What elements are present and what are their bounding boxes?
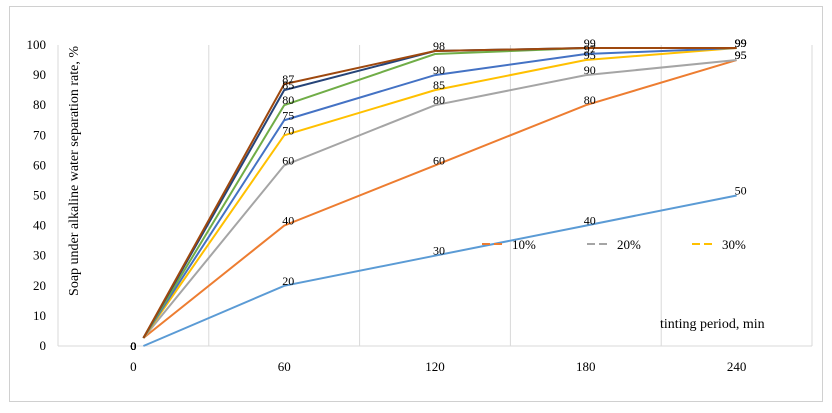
data-label: 90 <box>433 63 445 77</box>
data-label: 99 <box>735 36 747 50</box>
y-tick-label: 60 <box>33 157 46 172</box>
data-label: 99 <box>584 36 596 50</box>
data-label: 0 <box>130 339 136 353</box>
x-tick-label: 240 <box>727 359 747 374</box>
y-tick-label: 80 <box>33 97 46 112</box>
legend-label: 20% <box>617 237 641 252</box>
data-label: 99 <box>735 36 747 50</box>
chart-frame: 0 20 30 40 50 0 40 60 80 95 0 60 80 90 95 0 70 85 95 99 0 75 9… <box>9 6 823 402</box>
y-tick-label: 100 <box>27 37 47 52</box>
data-label: 80 <box>433 93 445 107</box>
y-tick-label: 30 <box>33 248 46 263</box>
data-label: 20 <box>282 274 294 288</box>
x-axis-title: tinting period, min <box>660 317 765 332</box>
series-line <box>142 59 737 339</box>
y-tick-label: 50 <box>33 188 46 203</box>
data-label: 0 <box>130 339 136 353</box>
series-line <box>143 194 737 347</box>
data-label: 60 <box>282 153 294 167</box>
y-tick-label: 0 <box>40 338 47 353</box>
data-label: 85 <box>282 78 294 92</box>
data-label: 95 <box>735 48 747 62</box>
data-label: 0 <box>130 339 136 353</box>
y-tick-label: 70 <box>33 127 46 142</box>
data-label: 30 <box>433 244 445 258</box>
data-label: 97 <box>584 42 596 56</box>
data-label: 95 <box>584 48 596 62</box>
legend-label: 10% <box>512 237 536 252</box>
data-label: 87 <box>282 72 294 86</box>
label-layer: 0203040500406080950608090950708595990759… <box>130 36 746 353</box>
grid-layer <box>57 45 813 347</box>
data-label: 0 <box>130 339 136 353</box>
legend: 10% 20% 30% <box>482 237 746 252</box>
series-line <box>142 47 737 339</box>
x-tick-label: 180 <box>576 359 596 374</box>
x-tick-label: 0 <box>130 359 137 374</box>
x-tick-label: 60 <box>278 359 291 374</box>
data-label: 0 <box>130 339 136 353</box>
data-label: 90 <box>584 63 596 77</box>
series-line <box>142 47 737 339</box>
y-axis-title: Soap under alkaline water separation rat… <box>67 46 82 296</box>
legend-label: 30% <box>722 237 746 252</box>
data-label: 60 <box>433 153 445 167</box>
data-label: 0 <box>130 339 136 353</box>
data-label: 80 <box>282 93 294 107</box>
y-tick-label: 10 <box>33 308 46 323</box>
data-label: 70 <box>282 123 294 137</box>
series-line <box>142 59 737 339</box>
line-chart: 0203040500406080950608090950708595990759… <box>27 36 813 374</box>
data-label: 40 <box>282 214 294 228</box>
series-line <box>142 47 737 339</box>
y-tick-label: 20 <box>33 278 46 293</box>
data-label: 99 <box>735 36 747 50</box>
data-label: 98 <box>433 39 445 53</box>
data-label: 95 <box>735 48 747 62</box>
y-tick-label: 90 <box>33 67 46 82</box>
y-tick-label: 40 <box>33 218 46 233</box>
data-label: 85 <box>433 78 445 92</box>
data-label: 0 <box>130 339 136 353</box>
data-label: 50 <box>735 184 747 198</box>
series-layer <box>142 47 737 347</box>
data-label: 40 <box>584 214 596 228</box>
tick-layer: 0 10 20 30 40 50 60 70 80 90 100 0 60 120 180 240 <box>27 37 747 374</box>
x-tick-label: 120 <box>425 359 445 374</box>
data-label: 80 <box>584 93 596 107</box>
data-label: 75 <box>282 108 294 122</box>
data-label: 0 <box>130 339 136 353</box>
